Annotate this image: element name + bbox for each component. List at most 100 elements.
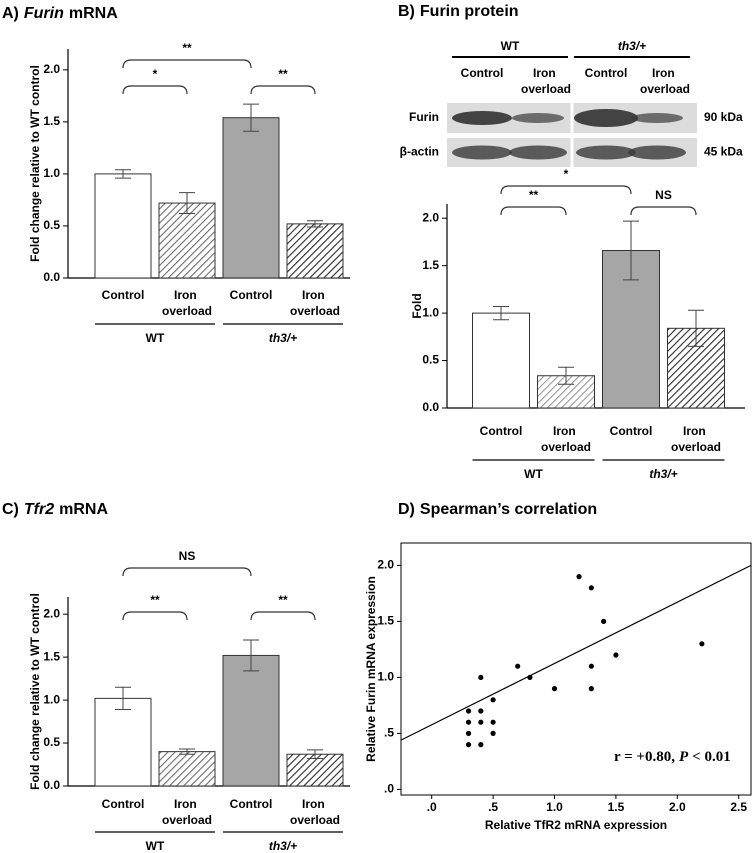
panel-letter: C) xyxy=(2,501,19,518)
blot-row-label: Furin xyxy=(409,110,439,124)
error-bar xyxy=(493,305,509,321)
bar xyxy=(158,751,216,787)
x-tick-label: .5 xyxy=(488,800,498,814)
group-label: WT xyxy=(146,331,165,345)
bar xyxy=(286,223,344,279)
blot-band xyxy=(452,111,512,125)
group-label: th3/+ xyxy=(649,467,677,481)
data-point xyxy=(527,674,533,681)
significance-label: NS xyxy=(655,188,672,202)
bar xyxy=(158,202,216,279)
error-bar xyxy=(115,686,131,711)
x-tick-label: 2.0 xyxy=(669,800,686,814)
panel-title: D) Spearman’s correlation xyxy=(398,501,597,518)
significance-label: * xyxy=(153,67,158,81)
y-tick-label: 0.5 xyxy=(43,735,60,749)
data-point xyxy=(699,641,705,647)
data-point xyxy=(551,686,558,692)
data-point xyxy=(588,585,594,591)
bar xyxy=(472,312,530,409)
x-tick-label: 1.0 xyxy=(546,800,563,814)
data-point xyxy=(465,719,472,725)
blot-band xyxy=(512,113,564,123)
error-bar xyxy=(243,103,259,132)
annotation-part: P xyxy=(679,749,689,765)
data-point xyxy=(588,663,594,669)
y-tick-label: 1.5 xyxy=(377,614,394,628)
y-tick-label: 1.5 xyxy=(43,649,60,663)
significance-bracket xyxy=(122,611,188,621)
y-tick-label: 1.0 xyxy=(422,305,439,319)
x-tick-label: Iron overload xyxy=(290,797,340,827)
error-bar xyxy=(688,309,704,347)
data-point xyxy=(478,708,484,714)
error-bar xyxy=(623,220,639,281)
blot-size-label: 90 kDa xyxy=(704,110,743,124)
data-point xyxy=(478,742,484,748)
blot-lane-label: Iron overload xyxy=(521,66,571,96)
x-tick-label: Control xyxy=(610,424,653,438)
significance-bracket xyxy=(630,206,697,216)
plot-frame xyxy=(400,542,752,796)
y-tick-label: 1.0 xyxy=(43,692,60,706)
y-tick-label: .0 xyxy=(384,782,394,796)
data-point xyxy=(490,730,496,737)
x-tick-label: Iron overload xyxy=(290,288,340,318)
blot-band xyxy=(628,145,686,160)
error-bar xyxy=(243,639,259,672)
y-tick-label: 0.0 xyxy=(422,400,439,414)
panel-letter: A) xyxy=(2,5,19,22)
title-part: Spearman’s correlation xyxy=(420,501,597,518)
data-point xyxy=(613,652,619,658)
blot-lane-label: Control xyxy=(585,66,628,80)
y-tick-label: 0.0 xyxy=(43,778,60,792)
data-point xyxy=(465,730,472,737)
group-label: WT xyxy=(524,467,543,481)
correlation-annotation: r = +0.80, P < 0.01 xyxy=(614,749,731,765)
panel-letter: D) xyxy=(398,501,415,518)
significance-label: ** xyxy=(150,593,160,607)
bar xyxy=(94,697,152,787)
x-tick-label: Iron overload xyxy=(162,797,212,827)
x-tick-label: .0 xyxy=(427,800,437,814)
bar xyxy=(222,117,280,279)
data-point xyxy=(465,742,472,748)
y-tick-label: 2.0 xyxy=(422,210,439,224)
title-part: Furin xyxy=(24,5,64,22)
group-label: WT xyxy=(146,839,165,853)
significance-label: ** xyxy=(278,593,288,607)
y-tick-label: 0.5 xyxy=(43,218,60,232)
x-tick-label: Control xyxy=(102,288,145,302)
title-part: Furin protein xyxy=(420,3,519,20)
significance-bracket xyxy=(500,185,632,195)
x-tick-label: Control xyxy=(230,797,273,811)
significance-bracket xyxy=(250,85,316,95)
data-point xyxy=(465,708,472,714)
panel-title: B) Furin protein xyxy=(398,3,519,20)
significance-label: ** xyxy=(529,188,539,202)
y-tick-label: 1.0 xyxy=(43,166,60,180)
error-bar xyxy=(558,366,574,385)
error-bar xyxy=(307,749,323,760)
blot-row-label: β-actin xyxy=(400,145,439,159)
blot-band xyxy=(631,113,683,123)
significance-bracket xyxy=(122,85,188,95)
x-axis-label: Relative TfR2 mRNA expression xyxy=(485,818,667,832)
data-point xyxy=(515,663,521,669)
blot-band xyxy=(576,145,636,160)
bar xyxy=(222,654,280,787)
significance-bracket xyxy=(122,59,252,69)
blot-band xyxy=(574,109,638,127)
y-tick-label: 1.0 xyxy=(377,670,394,684)
x-tick-label: Control xyxy=(102,797,145,811)
y-tick-label: 2.0 xyxy=(377,558,394,572)
group-label: th3/+ xyxy=(269,839,297,853)
error-bar xyxy=(179,192,195,214)
x-tick-label: Iron overload xyxy=(671,424,721,454)
annotation-part: r = +0.80, xyxy=(614,749,675,765)
y-tick-label: 0.5 xyxy=(422,353,439,367)
x-tick-label: Control xyxy=(230,288,273,302)
panel-title: A) Furin mRNA xyxy=(2,5,118,22)
blot-group-label: th3/+ xyxy=(618,39,646,53)
